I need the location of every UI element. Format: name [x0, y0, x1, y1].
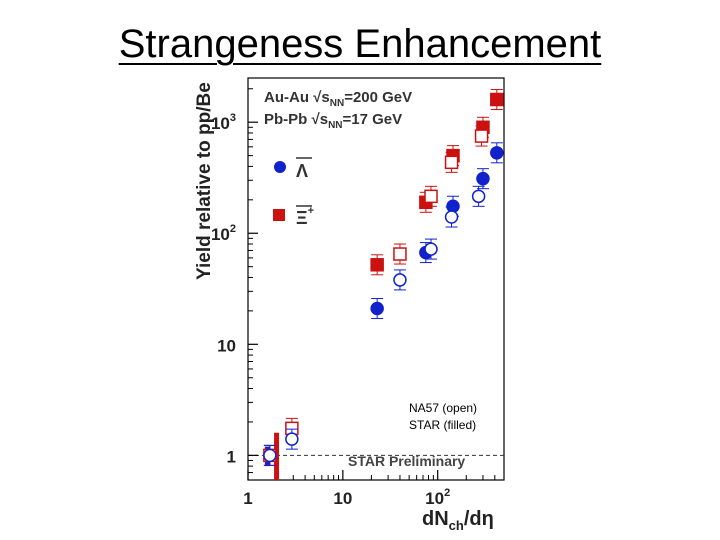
na57-circle-point [444, 210, 459, 224]
energy-pbpb-label: Pb-Pb √sNN=17 GeV [264, 111, 402, 131]
x-tick-label: 1 [243, 489, 252, 508]
open-filled-note-line1: NA57 (open) [409, 401, 477, 415]
na57-square-point [474, 129, 489, 143]
legend-lambda-marker [274, 161, 286, 173]
y-tick-label: 1 [227, 447, 236, 466]
legend-xi-label: Ξ+ [296, 205, 314, 228]
na57-circle-point [471, 189, 486, 204]
na57-circle-point [263, 448, 277, 463]
y-tick-label: 103 [211, 112, 236, 133]
y-axis-title: Yield relative to pp/Be [194, 82, 215, 280]
legend-xi-marker [273, 209, 285, 221]
na57-circle-point [285, 432, 299, 446]
y-tick-label: 102 [211, 223, 236, 244]
star-circle-point [370, 301, 384, 316]
na57-square-point [424, 189, 438, 204]
na57-circle-point [393, 273, 407, 287]
energy-auau-label: Au-Au √sNN=200 GeV [264, 89, 412, 109]
plot-frame [247, 77, 505, 481]
na57-circle-point [424, 242, 438, 256]
na57-square-point [393, 247, 407, 261]
legend-lambda-label: Λ [296, 161, 308, 181]
y-tick-label: 10 [217, 336, 236, 355]
x-tick-label: 10 [333, 489, 352, 508]
star-circle-point [476, 171, 490, 186]
slide-title: Strangeness Enhancement [118, 22, 602, 66]
preliminary-label: STAR Preliminary [348, 453, 465, 469]
star-square-point [370, 258, 384, 272]
x-axis-title: dNch/dη [422, 508, 494, 533]
x-tick-label: 102 [425, 487, 450, 508]
na57-square-point [444, 155, 459, 170]
open-filled-note-line2: STAR (filled) [409, 418, 476, 432]
star-square-point [490, 92, 504, 107]
star-circle-point [490, 146, 504, 160]
